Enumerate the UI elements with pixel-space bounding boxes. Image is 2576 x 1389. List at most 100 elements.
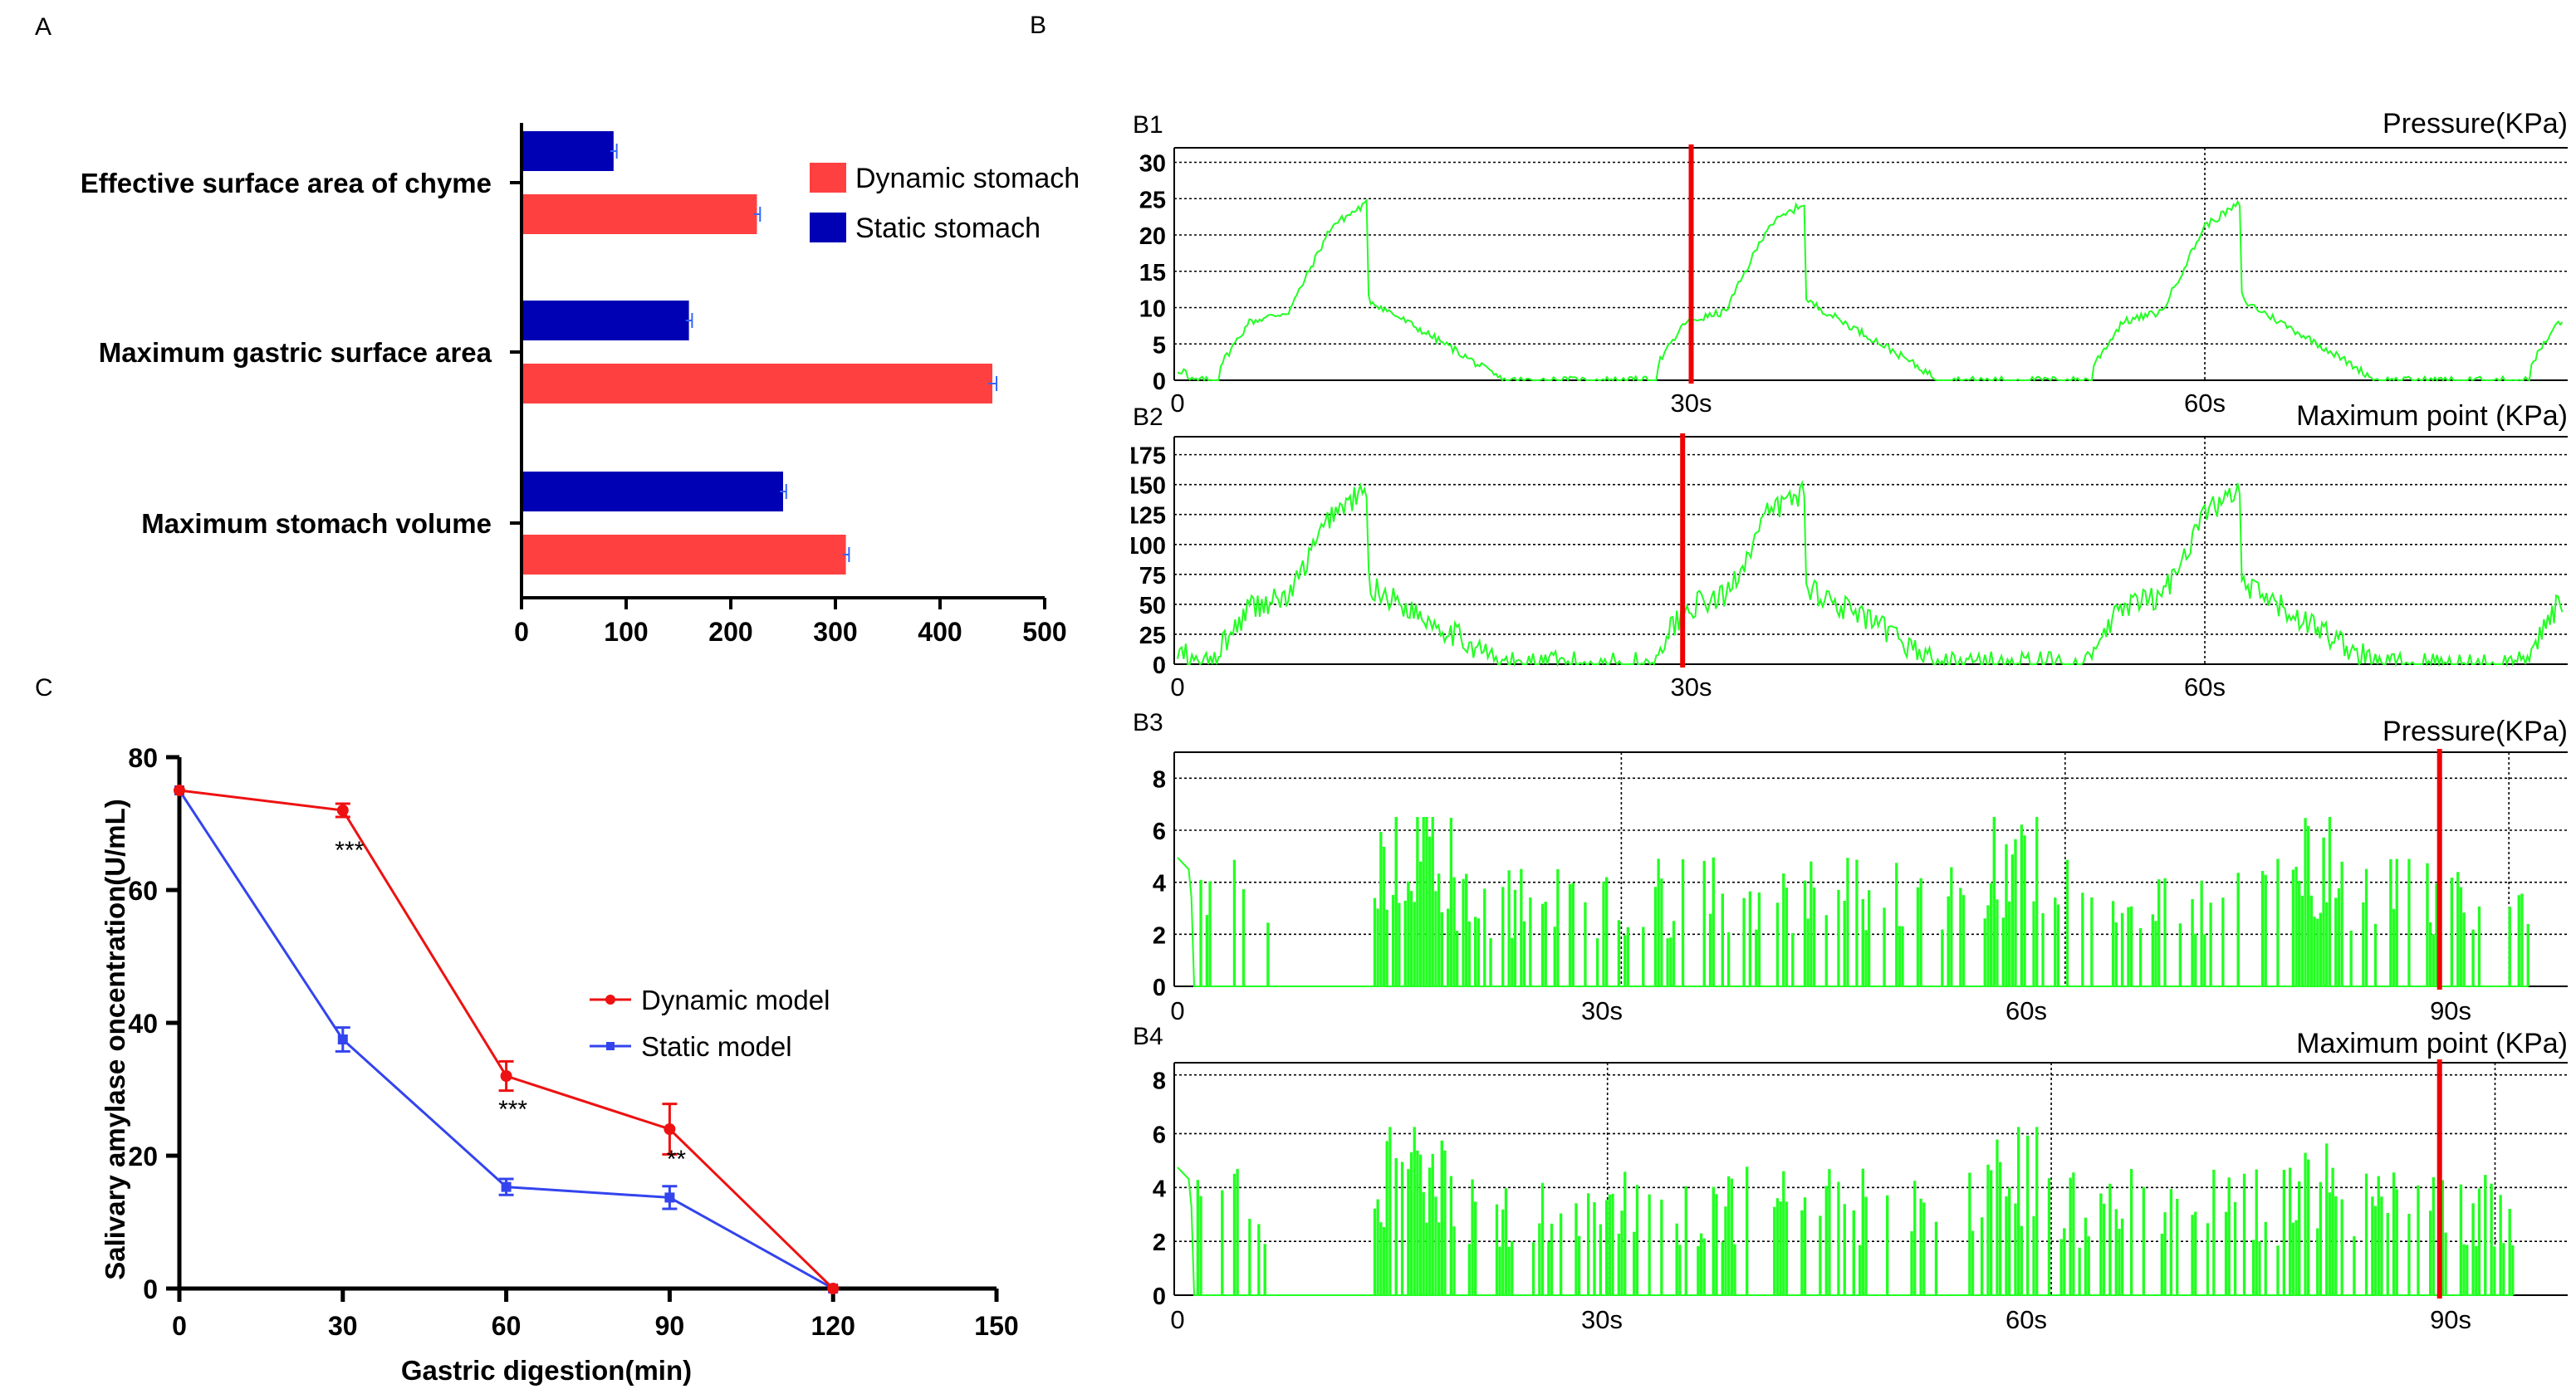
trace-title: Pressure(KPa) bbox=[2383, 716, 2568, 747]
x-tick-label: 0 bbox=[172, 1311, 187, 1341]
time-label: 0 bbox=[1170, 389, 1184, 418]
y-tick-label: 8 bbox=[1153, 766, 1166, 793]
y-tick-label: 2 bbox=[1153, 922, 1166, 949]
x-tick-label: 100 bbox=[604, 617, 648, 647]
time-label: 0 bbox=[1170, 996, 1184, 1025]
time-label: 30s bbox=[1671, 389, 1712, 418]
time-label: 60s bbox=[2184, 672, 2226, 702]
x-tick-label: 0 bbox=[514, 617, 529, 647]
bar-dynamic bbox=[523, 194, 757, 234]
y-tick-label: 8 bbox=[1153, 1069, 1166, 1095]
legend-swatch bbox=[810, 213, 846, 242]
x-tick-label: 90 bbox=[655, 1311, 685, 1341]
x-tick-label: 120 bbox=[811, 1311, 855, 1341]
y-tick-label: 125 bbox=[1131, 503, 1166, 530]
y-tick-label: 0 bbox=[143, 1274, 158, 1304]
subpanel-label: B2 bbox=[1133, 403, 1163, 431]
panel-label-c: C bbox=[35, 674, 53, 702]
panel-label-b: B bbox=[1030, 12, 1047, 39]
legend-marker bbox=[605, 995, 615, 1005]
time-label: 30s bbox=[1581, 996, 1623, 1025]
y-tick-label: 5 bbox=[1153, 332, 1166, 359]
pressure-trace bbox=[1177, 1127, 2515, 1296]
y-tick-label: 4 bbox=[1153, 871, 1166, 897]
y-tick-label: 2 bbox=[1153, 1230, 1166, 1256]
y-tick-label: 6 bbox=[1153, 819, 1166, 845]
x-tick-label: 30 bbox=[328, 1311, 358, 1341]
pressure-trace bbox=[1177, 817, 2529, 987]
category-label: Effective surface area of chyme bbox=[81, 168, 492, 198]
subpanel-label: B3 bbox=[1133, 709, 1163, 736]
data-point-dynamic bbox=[500, 1070, 512, 1082]
y-tick-label: 0 bbox=[1153, 369, 1166, 395]
y-tick-label: 20 bbox=[128, 1142, 158, 1171]
data-point-dynamic bbox=[827, 1283, 840, 1294]
y-tick-label: 60 bbox=[128, 876, 158, 906]
legend-label: Static stomach bbox=[855, 213, 1041, 244]
y-tick-label: 80 bbox=[128, 743, 158, 773]
time-label: 60s bbox=[2005, 1305, 2047, 1334]
trace-title: Maximum point (KPa) bbox=[2296, 1028, 2568, 1059]
time-label: 0 bbox=[1170, 672, 1184, 702]
significance-label: *** bbox=[335, 837, 364, 864]
time-label: 90s bbox=[2430, 1305, 2471, 1334]
legend-marker bbox=[606, 1042, 615, 1050]
y-tick-label: 25 bbox=[1139, 623, 1166, 649]
y-tick-label: 50 bbox=[1139, 593, 1166, 619]
time-label: 60s bbox=[2005, 996, 2047, 1025]
chart-c-line-chart: 0 30 60 90 120 150 0 20 40 60 80 Gastric digestion(… bbox=[100, 743, 1019, 1386]
y-tick-label: 0 bbox=[1153, 653, 1166, 679]
significance-label: ** bbox=[667, 1146, 687, 1173]
time-label: 30s bbox=[1581, 1305, 1623, 1334]
legend-label: Dynamic model bbox=[641, 985, 830, 1015]
x-tick-label: 500 bbox=[1022, 617, 1066, 647]
trace-title: Maximum point (KPa) bbox=[2296, 400, 2568, 432]
data-point-static bbox=[337, 1034, 348, 1044]
x-axis-label: Gastric digestion(min) bbox=[401, 1355, 692, 1386]
x-tick-label: 200 bbox=[708, 617, 752, 647]
legend-label: Static model bbox=[641, 1031, 792, 1062]
significance-label: *** bbox=[498, 1096, 527, 1123]
x-tick-label: 60 bbox=[492, 1311, 522, 1341]
data-point-static bbox=[664, 1192, 675, 1203]
y-tick-label: 100 bbox=[1131, 533, 1166, 560]
x-tick-label: 150 bbox=[974, 1311, 1018, 1341]
y-tick-label: 30 bbox=[1139, 151, 1166, 178]
time-label: 60s bbox=[2184, 389, 2226, 418]
y-tick-label: 0 bbox=[1153, 975, 1166, 1001]
category-label: Maximum stomach volume bbox=[141, 508, 492, 539]
pressure-trace bbox=[1177, 480, 2564, 668]
bar-dynamic bbox=[523, 535, 846, 575]
y-tick-label: 40 bbox=[128, 1009, 158, 1039]
bar-dynamic bbox=[523, 364, 992, 403]
data-point-static bbox=[501, 1181, 512, 1192]
chart-a-bar-chart: 0 100 200 300 400 500 Effective surface area o… bbox=[81, 123, 1080, 647]
legend-label: Dynamic stomach bbox=[855, 163, 1080, 194]
bar-static bbox=[523, 301, 689, 340]
time-label: 30s bbox=[1671, 672, 1712, 702]
y-tick-label: 150 bbox=[1131, 473, 1166, 500]
x-tick-label: 400 bbox=[918, 617, 962, 647]
pressure-trace bbox=[1177, 198, 2564, 382]
y-tick-label: 75 bbox=[1139, 563, 1166, 589]
y-tick-label: 6 bbox=[1153, 1122, 1166, 1148]
legend-swatch bbox=[810, 163, 846, 193]
data-point-dynamic bbox=[664, 1123, 676, 1135]
y-tick-label: 20 bbox=[1139, 223, 1166, 250]
data-point-dynamic bbox=[174, 785, 185, 796]
panel-label-a: A bbox=[35, 13, 52, 41]
subpanel-label: B4 bbox=[1133, 1023, 1163, 1050]
y-tick-label: 10 bbox=[1139, 296, 1166, 323]
y-tick-label: 25 bbox=[1139, 187, 1166, 213]
y-axis-label: Salivary amylase oncentration(U/mL) bbox=[100, 799, 130, 1280]
bar-static bbox=[523, 472, 783, 511]
subpanel-label: B1 bbox=[1133, 111, 1163, 139]
data-point-dynamic bbox=[336, 805, 349, 816]
y-tick-label: 0 bbox=[1153, 1284, 1166, 1310]
trace-title: Pressure(KPa) bbox=[2383, 108, 2568, 139]
y-tick-label: 175 bbox=[1131, 443, 1166, 470]
time-label: 0 bbox=[1170, 1305, 1184, 1334]
y-tick-label: 4 bbox=[1153, 1176, 1166, 1202]
time-label: 90s bbox=[2430, 996, 2471, 1025]
